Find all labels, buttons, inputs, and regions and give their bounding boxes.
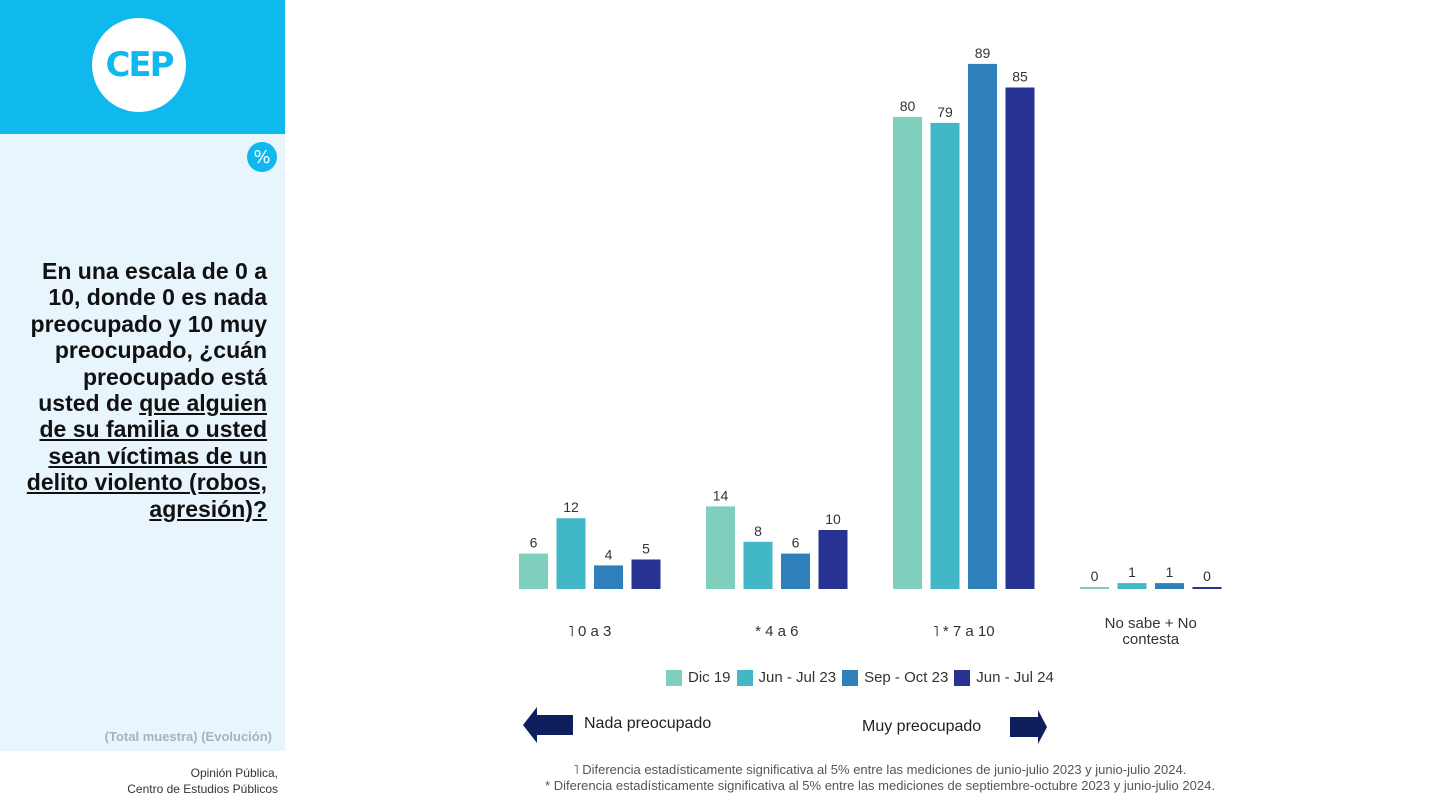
legend-item: Jun - Jul 23: [736, 669, 837, 686]
bar-value-label: 14: [713, 487, 729, 503]
chart-legend: Dic 19 Jun - Jul 23 Sep - Oct 23 Jun - Jul …: [666, 669, 1060, 686]
bar: [1192, 587, 1222, 589]
legend-label: Sep - Oct 23: [864, 669, 949, 686]
bar: [706, 506, 735, 589]
bar-value-label: 79: [937, 104, 953, 120]
bar-value-label: 6: [530, 535, 538, 551]
bar-value-label: 0: [1091, 568, 1099, 584]
category-label: No sabe + No: [1105, 615, 1197, 632]
footnote-1: ˥ Diferencia estadísticamente significat…: [573, 762, 1187, 777]
bar: [893, 117, 922, 589]
source-credit: Opinión Pública, Centro de Estudios Públ…: [127, 765, 278, 797]
bar-value-label: 1: [1166, 564, 1174, 580]
source-line-2: Centro de Estudios Públicos: [127, 782, 278, 796]
category-label: ˥ 0 a 3: [568, 623, 611, 640]
source-line-1: Opinión Pública,: [190, 766, 278, 780]
bar: [1005, 87, 1035, 589]
bar: [556, 518, 586, 589]
legend-item: Jun - Jul 24: [954, 669, 1054, 686]
logo-text: CEP: [105, 45, 174, 85]
bar: [1080, 587, 1109, 589]
bar-value-label: 6: [792, 535, 800, 551]
bar: [968, 63, 997, 589]
category-label: contesta: [1122, 631, 1179, 648]
bar-value-label: 80: [900, 98, 916, 114]
footnote-2: * Diferencia estadísticamente significat…: [545, 778, 1215, 793]
arrow-right-icon: [1010, 710, 1047, 744]
legend-label: Jun - Jul 23: [758, 669, 837, 686]
bar: [930, 122, 960, 590]
bar: [1155, 583, 1184, 589]
bar-value-label: 8: [754, 523, 762, 539]
bar: [1117, 583, 1147, 589]
footnotes: ˥ Diferencia estadísticamente significat…: [470, 762, 1290, 794]
bar-value-label: 12: [563, 499, 579, 515]
question-text: En una escala de 0 a 10, donde 0 es nada…: [20, 258, 267, 522]
scale-left-label: Nada preocupado: [584, 715, 712, 732]
bar-value-label: 10: [825, 511, 841, 527]
question-underlined: que alguien de su familia o usted sean v…: [26, 390, 267, 522]
sample-note: (Total muestra) (Evolución): [104, 729, 272, 744]
category-label: * 4 a 6: [755, 623, 798, 640]
percent-icon: %: [247, 142, 277, 172]
legend-swatch: [842, 669, 859, 686]
bar-value-label: 4: [605, 546, 613, 562]
bar: [519, 553, 548, 589]
bar-value-label: 5: [642, 541, 650, 557]
legend-label: Dic 19: [688, 669, 731, 686]
bar: [594, 565, 623, 589]
bar-value-label: 0: [1203, 568, 1211, 584]
bar-value-label: 1: [1128, 564, 1136, 580]
legend-swatch: [736, 669, 753, 686]
bar-value-label: 85: [1012, 69, 1028, 85]
legend-item: Sep - Oct 23: [842, 669, 948, 686]
question-plain: En una escala de 0 a 10, donde 0 es nada…: [30, 258, 267, 417]
bar: [631, 559, 661, 589]
arrow-left-icon: [523, 707, 573, 743]
legend-label: Jun - Jul 24: [976, 669, 1054, 686]
category-label: ˥ * 7 a 10: [933, 623, 995, 640]
legend-item: Dic 19: [666, 669, 731, 686]
bar-value-label: 89: [975, 45, 991, 61]
bar: [781, 553, 810, 589]
question-panel: [0, 134, 285, 751]
header-brand-band: CEP: [0, 0, 285, 134]
legend-swatch: [954, 669, 971, 686]
scale-right-label: Muy preocupado: [862, 718, 982, 735]
bar: [743, 541, 773, 589]
bar: [818, 530, 848, 589]
legend-swatch: [666, 669, 682, 686]
cep-logo: CEP: [92, 18, 186, 112]
